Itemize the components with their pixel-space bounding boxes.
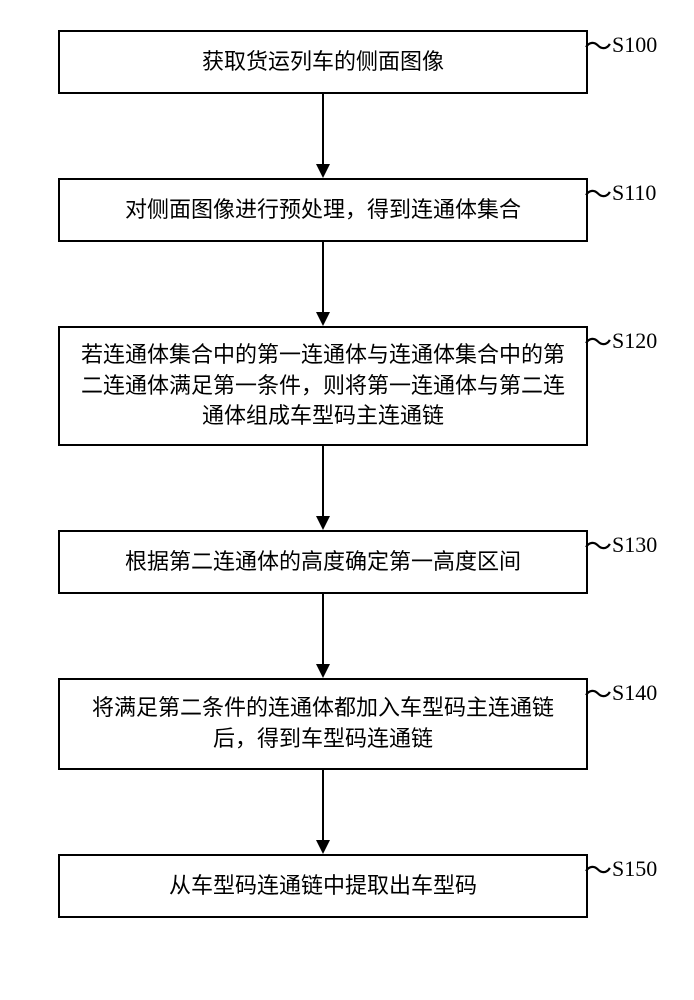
arrow-n4-n5 xyxy=(0,0,694,1000)
flowchart-canvas: 获取货运列车的侧面图像〜S100对侧面图像进行预处理，得到连通体集合〜S110若… xyxy=(0,0,694,1000)
